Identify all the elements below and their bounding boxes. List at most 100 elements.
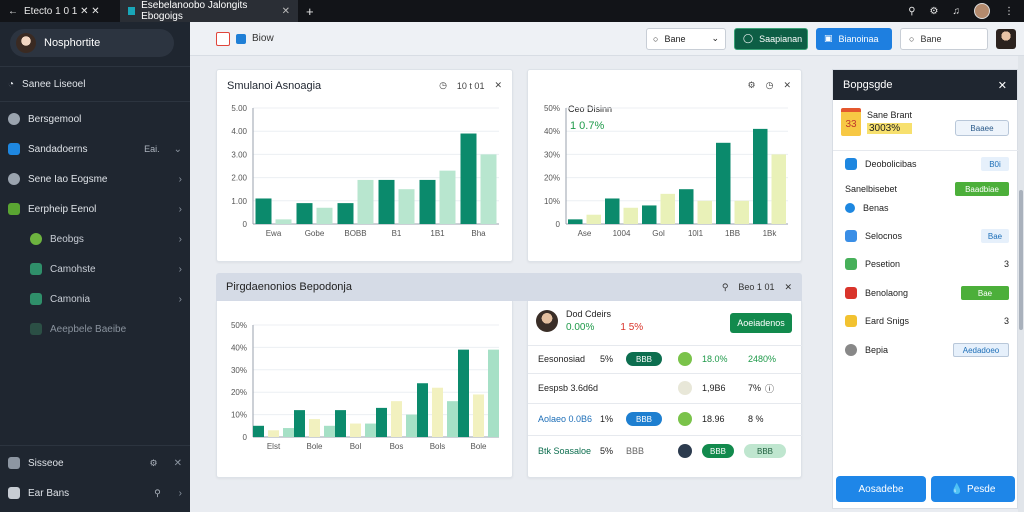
settings-icon[interactable]: ⚙ (747, 80, 756, 90)
user-avatar[interactable] (996, 28, 1016, 49)
event-button[interactable]: Baaee (955, 120, 1009, 136)
panel-row[interactable]: Benas (845, 198, 1009, 218)
sidebar-bottom-1[interactable]: Sisseoe ⚙ ✕ (0, 448, 190, 478)
table-action-button[interactable]: Aoeiadenos (730, 313, 792, 333)
sidebar-item-1[interactable]: Bersgemool (0, 104, 190, 134)
settings-icon[interactable]: ⚙ (149, 457, 158, 468)
panel-row-chip[interactable]: Bae (981, 229, 1009, 243)
x-tick-label: 1BB (725, 229, 740, 238)
row-v2: 2480% (748, 354, 777, 364)
chart-card-1-action[interactable]: 10 t 01 (456, 80, 485, 91)
event-card: 33 Sane Brant 3003% (841, 108, 913, 136)
table-row[interactable]: Btk Soasaloe 5% BBB BBB BBB (538, 440, 802, 462)
chevron-down-icon[interactable]: ⌄ (173, 143, 182, 155)
table-row[interactable]: Aolaeo 0.0B6 1% BBB 18.96 8 % (538, 408, 802, 430)
row-name: Eespsb 3.6d6d (538, 383, 599, 393)
close-icon[interactable]: ✕ (173, 457, 182, 469)
panel-row[interactable]: Pesetion 3 (845, 254, 1009, 274)
sidebar-bottom-label: Sisseoe (28, 457, 64, 469)
info-icon[interactable]: ⓘ (765, 383, 775, 394)
panel-row[interactable]: Sanelbisebet Baadbiae (845, 179, 1009, 199)
row-v2: BBB (744, 444, 786, 458)
pin-icon[interactable]: ⚲ (721, 281, 729, 292)
chart-card-1-title: Smulanoi Asnoagia (227, 80, 322, 92)
table-row[interactable]: Eesonosiad 5% BBB 18.0% 2480% (538, 348, 802, 370)
bell-icon[interactable]: ♫ (952, 5, 961, 17)
white-action-button[interactable]: ○ Bane (900, 27, 988, 50)
chevron-right-icon[interactable]: › (178, 203, 182, 215)
chart-card-1: Smulanoi Asnoagia ◷ 10 t 01 ✕ 0 1.00 2.00 3… (216, 69, 513, 262)
blue-action-button[interactable]: ▣ Bianoinaa (816, 27, 892, 50)
new-tab-button[interactable]: + (306, 3, 314, 19)
sidebar-item-3[interactable]: Sene Iao Eogsme › (0, 164, 190, 194)
panel-row[interactable]: Deobolicibas B0i (845, 154, 1009, 174)
chevron-right-icon[interactable]: › (178, 173, 182, 185)
chevron-right-icon[interactable]: › (178, 293, 182, 305)
sidebar-subitem-label: Camonia (50, 293, 91, 305)
scrollbar-thumb[interactable] (1019, 190, 1023, 330)
sidebar-subitem-1[interactable]: Beobgs › (0, 224, 190, 254)
y-tick-label: 10% (231, 411, 247, 420)
row-v2: 7% (748, 383, 762, 393)
back-icon[interactable]: ← (8, 5, 18, 17)
sidebar-subitem-3[interactable]: Camonia › (0, 284, 190, 314)
breadcrumb[interactable]: Biow (216, 31, 274, 46)
bar (294, 410, 305, 437)
panel-row-chip[interactable]: Bae (961, 286, 1009, 300)
close-icon[interactable]: ✕ (783, 80, 791, 90)
menu-icon[interactable]: ⋮ (1004, 5, 1014, 17)
browser-tab-2[interactable]: Esebelanoobo Jalongits Ebogoigs ✕ (120, 0, 298, 22)
chart-card-2-title: Ceo Disinn (568, 104, 613, 114)
chevron-right-icon[interactable]: › (178, 263, 182, 275)
browser-tab-1[interactable]: ← Etecto 1 0 1 ✕ ✕ (0, 0, 120, 22)
panel-row[interactable]: Eard Snigs 3 (845, 311, 1009, 331)
table-row[interactable]: Eespsb 3.6d6d 1,9B6 7% ⓘ (538, 377, 802, 399)
panel-row-chip[interactable]: Aedadoeo (953, 343, 1009, 357)
panel-primary-label: Aosadebe (858, 483, 904, 495)
close-icon[interactable]: ✕ (997, 79, 1007, 92)
bar (357, 179, 374, 224)
sidebar-bottom-2[interactable]: Ear Bans ⚲ › (0, 478, 190, 508)
panel-row[interactable]: Benolaong Bae (845, 283, 1009, 303)
sidebar-subitem-4[interactable]: Aeepbele Baeibe (0, 314, 190, 344)
chart-3-svg: 0 10% 20% 30% 40% 50% Elst Bole Bol Bos Bols Bole (231, 321, 499, 451)
y-tick-label: 0 (243, 433, 248, 442)
clock-icon[interactable]: ◷ (439, 80, 447, 90)
close-icon[interactable]: ✕ (784, 281, 792, 292)
panel-row-label: Benolaong (865, 288, 909, 298)
browser-avatar[interactable] (974, 3, 990, 19)
sidebar-subitem-2[interactable]: Camohste › (0, 254, 190, 284)
panel-secondary-button[interactable]: 💧 Pesde (931, 476, 1015, 502)
chevron-right-icon[interactable]: › (178, 233, 182, 245)
close-tab-icon[interactable]: ✕ (281, 5, 290, 17)
sidebar-section[interactable]: ◔ Sanee Liseoel (0, 69, 190, 99)
bar (406, 414, 417, 437)
gear-icon[interactable]: ⚙ (929, 5, 939, 17)
panel-row-chip[interactable]: Baadbiae (955, 182, 1009, 196)
chart-2-svg: 0 10% 20% 30% 40% 50% Ase 1004 Gol 10l1 1BB 1Bk (544, 104, 788, 238)
panel-primary-button[interactable]: Aosadebe (836, 476, 926, 502)
pin-icon[interactable]: ⚲ (154, 487, 161, 498)
bar (447, 401, 458, 437)
bar (253, 425, 264, 437)
pin-icon[interactable]: ⚲ (908, 5, 916, 17)
sidebar-item-2[interactable]: Sandadoerns Eai. ⌄ (0, 134, 190, 164)
workspace-switcher[interactable]: Nosphortite (10, 29, 174, 57)
row-v1: 1,9B6 (702, 383, 726, 393)
clock-icon[interactable]: ◷ (765, 80, 774, 90)
bar (376, 407, 387, 437)
filter-select[interactable]: ○ Bane ⌄ (646, 27, 726, 50)
green-action-button[interactable]: ◯ Saapianan (734, 27, 808, 50)
row-v2: 8 % (748, 414, 764, 424)
sidebar-item-4[interactable]: Eerpheip Eenol › (0, 194, 190, 224)
section-action[interactable]: Beo 1 01 (738, 281, 775, 292)
event-title: Sane Brant (867, 110, 913, 120)
avatar (536, 310, 558, 332)
panel-row[interactable]: Bepia Aedadoeo (845, 340, 1009, 360)
chevron-right-icon[interactable]: › (178, 487, 182, 499)
panel-row-chip[interactable]: B0i (981, 157, 1009, 171)
row-v1: 18.0% (702, 354, 728, 364)
close-icon[interactable]: ✕ (494, 80, 502, 90)
bar (480, 154, 497, 224)
panel-row[interactable]: Selocnos Bae (845, 226, 1009, 246)
